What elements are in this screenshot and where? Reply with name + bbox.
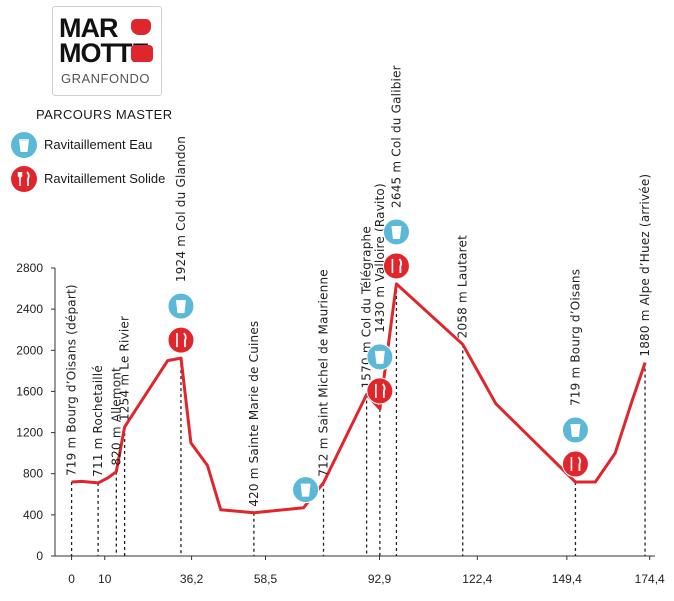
logo-line-1: MAR: [59, 13, 118, 43]
water-ravito-icon: [366, 343, 394, 371]
logo-marmot-icon: [131, 19, 151, 35]
water-cup-icon: [11, 132, 37, 158]
x-tick-label: 10: [98, 572, 112, 586]
y-tick-label: 2800: [16, 261, 43, 275]
x-tick-label: 36,2: [180, 572, 204, 586]
x-tick-label: 174,4: [635, 572, 665, 586]
fork-knife-icon: [11, 166, 37, 192]
solid-ravito-icon: [561, 450, 589, 478]
elevation-profile-line: [71, 282, 647, 515]
x-tick-label: 92,9: [368, 572, 392, 586]
legend-item-solid: Ravitaillement Solide: [10, 165, 165, 193]
y-tick-label: 800: [23, 467, 43, 481]
legend-label-water: Ravitaillement Eau: [44, 137, 153, 152]
y-tick-label: 400: [23, 508, 43, 522]
pass-label: 719 m Bourg d’Oisans (départ): [65, 284, 79, 476]
water-ravito-icon: [292, 476, 320, 504]
solid-ravito-icon: [382, 252, 410, 280]
pass-label: 719 m Bourg d’Oisans: [568, 269, 582, 406]
y-tick-label: 2400: [16, 302, 43, 316]
x-tick-label: 0: [68, 572, 75, 586]
logo-bike-icon: [131, 45, 153, 62]
pass-label: 1254 m Le Rivier: [118, 316, 132, 421]
legend-item-water: Ravitaillement Eau: [10, 131, 152, 159]
pass-label: 1924 m Col du Glandon: [174, 136, 188, 282]
y-tick-label: 0: [36, 549, 43, 563]
y-tick-label: 1200: [16, 426, 43, 440]
pass-label: 820 m Allemont: [109, 367, 123, 466]
pass-label: 1430 m Valloire (Ravito): [373, 183, 387, 333]
solid-ravito-icon: [167, 326, 195, 354]
y-tick-label: 1600: [16, 384, 43, 398]
water-ravito-icon: [561, 416, 589, 444]
y-tick-label: 2000: [16, 343, 43, 357]
marmotte-logo: MAR MOTTE GRANFONDO: [52, 6, 162, 96]
x-tick-label: 58,5: [254, 572, 278, 586]
pass-label: 420 m Sainte Marie de Cuines: [247, 321, 261, 507]
solid-ravito-icon: [366, 377, 394, 405]
water-ravito-icon: [167, 292, 195, 320]
x-tick-label: 149,4: [552, 572, 582, 586]
pass-label: 1880 m Alpe d’Huez (arrivée): [638, 174, 652, 357]
legend-label-solid: Ravitaillement Solide: [44, 171, 166, 186]
route-title: PARCOURS MASTER: [36, 107, 173, 122]
pass-label: 2058 m Lautaret: [456, 235, 470, 338]
pass-label: 711 m Rochetaillé: [91, 365, 105, 477]
pass-label: 2645 m Col du Galibier: [389, 65, 403, 208]
water-ravito-icon: [382, 218, 410, 246]
logo-line-3: GRANFONDO: [61, 71, 150, 86]
x-tick-label: 122,4: [462, 572, 492, 586]
pass-label: 712 m Saint Michel de Maurienne: [317, 269, 331, 477]
